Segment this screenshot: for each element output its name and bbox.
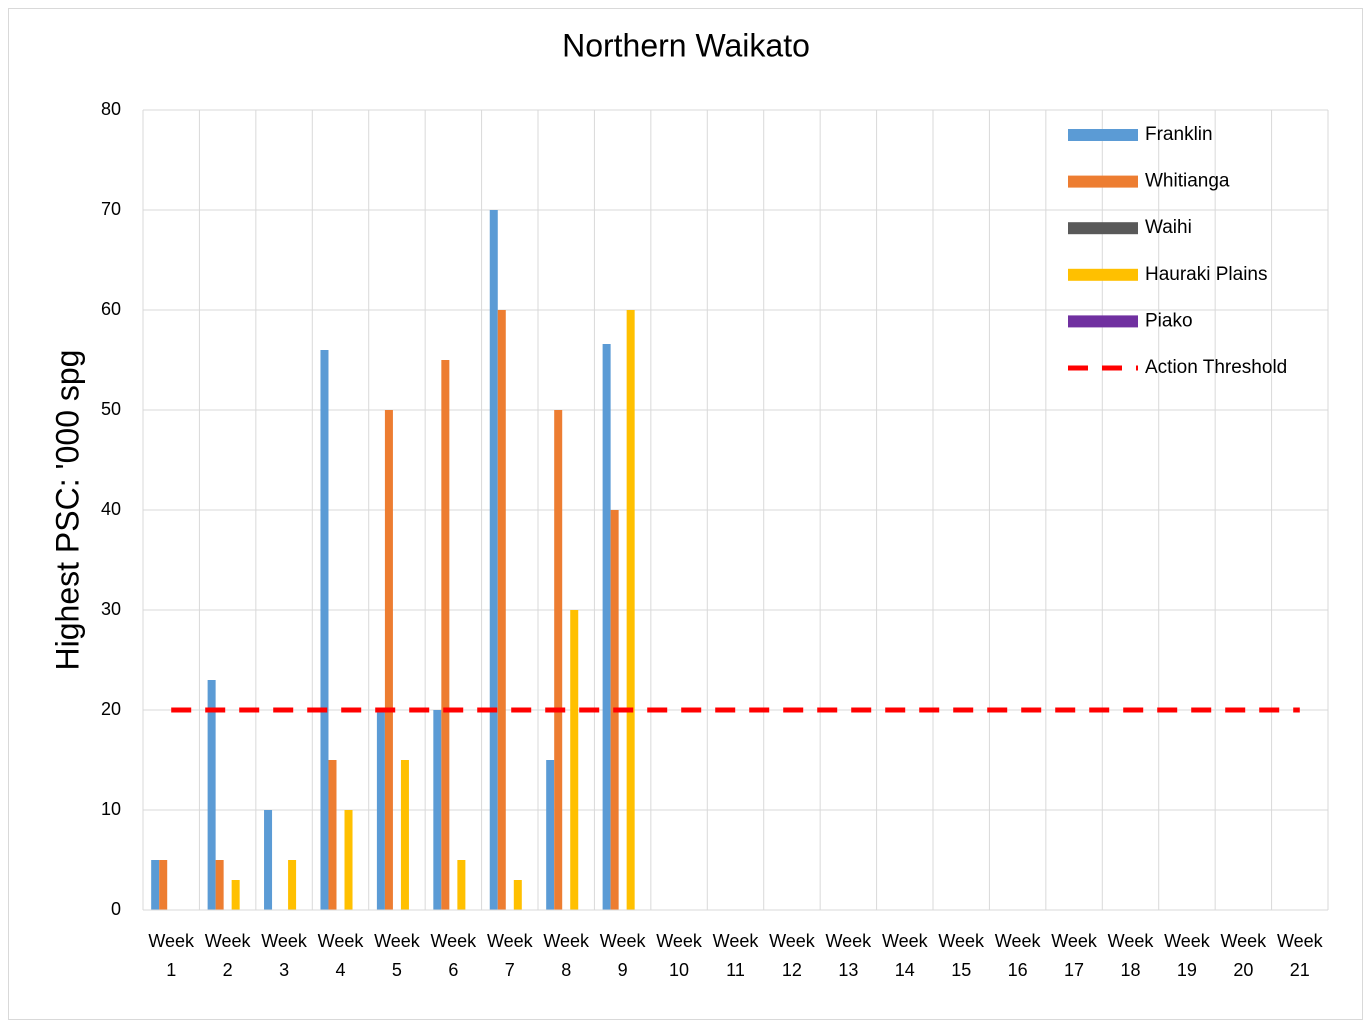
y-axis-label: Highest PSC: '000 spg: [49, 350, 85, 671]
bar: [384, 410, 393, 910]
legend-swatch: [1068, 222, 1138, 235]
x-tick-label: Week 3: [261, 931, 308, 980]
y-tick-label: 40: [101, 499, 121, 519]
x-tick-label: Week 13: [826, 931, 873, 980]
x-tick-label: Week 16: [995, 931, 1042, 980]
y-tick-label: 60: [101, 299, 121, 319]
y-tick-label: 80: [101, 99, 121, 119]
x-tick-label: Week 1: [148, 931, 195, 980]
y-tick-label: 50: [101, 399, 121, 419]
x-tick-label: Week 14: [882, 931, 929, 980]
bar: [441, 360, 450, 910]
bar: [159, 860, 168, 910]
bar: [433, 710, 442, 910]
legend-swatch: [1068, 315, 1138, 328]
bar: [457, 860, 466, 910]
legend-label: Whitianga: [1145, 171, 1230, 192]
bar: [264, 810, 273, 910]
bar: [231, 880, 240, 910]
bar: [151, 860, 160, 910]
bar: [513, 880, 522, 910]
y-tick-label: 70: [101, 199, 121, 219]
x-tick-label: Week 15: [938, 931, 985, 980]
bar: [207, 680, 216, 910]
bar: [320, 350, 329, 910]
x-tick-label: Week 5: [374, 931, 421, 980]
x-tick-label: Week 6: [431, 931, 478, 980]
x-tick-label: Week 4: [318, 931, 365, 980]
legend-swatch: [1068, 268, 1138, 281]
bar: [626, 310, 635, 910]
legend-label: Waihi: [1145, 217, 1192, 238]
x-tick-label: Week 8: [543, 931, 590, 980]
bar: [328, 760, 337, 910]
bar: [570, 610, 579, 910]
x-tick-label: Week 7: [487, 931, 534, 980]
y-tick-label: 20: [101, 699, 121, 719]
x-tick-label: Week 21: [1277, 931, 1324, 980]
bar: [288, 860, 297, 910]
bar: [497, 310, 506, 910]
x-tick-label: Week 2: [205, 931, 252, 980]
x-tick-label: Week 12: [769, 931, 816, 980]
bar: [400, 760, 409, 910]
bar: [344, 810, 353, 910]
legend-label: Action Threshold: [1145, 357, 1287, 378]
bar: [489, 210, 498, 910]
bar: [554, 410, 563, 910]
bar: [215, 860, 224, 910]
chart-title: Northern Waikato: [562, 27, 810, 63]
bar: [376, 710, 385, 910]
x-tick-label: Week 20: [1221, 931, 1268, 980]
x-tick-label: Week 9: [600, 931, 647, 980]
x-tick-label: Week 19: [1164, 931, 1211, 980]
y-tick-label: 30: [101, 599, 121, 619]
legend-label: Franklin: [1145, 124, 1213, 145]
legend-swatch: [1068, 175, 1138, 188]
legend-label: Piako: [1145, 310, 1193, 331]
y-tick-label: 0: [111, 899, 121, 919]
x-tick-label: Week 11: [713, 931, 760, 980]
x-tick-label: Week 10: [656, 931, 703, 980]
x-tick-label: Week 17: [1051, 931, 1098, 980]
bar: [546, 760, 555, 910]
x-tick-label: Week 18: [1108, 931, 1155, 980]
legend-label: Hauraki Plains: [1145, 264, 1268, 285]
y-tick-label: 10: [101, 799, 121, 819]
legend-swatch: [1068, 129, 1138, 141]
bar: [602, 344, 611, 910]
